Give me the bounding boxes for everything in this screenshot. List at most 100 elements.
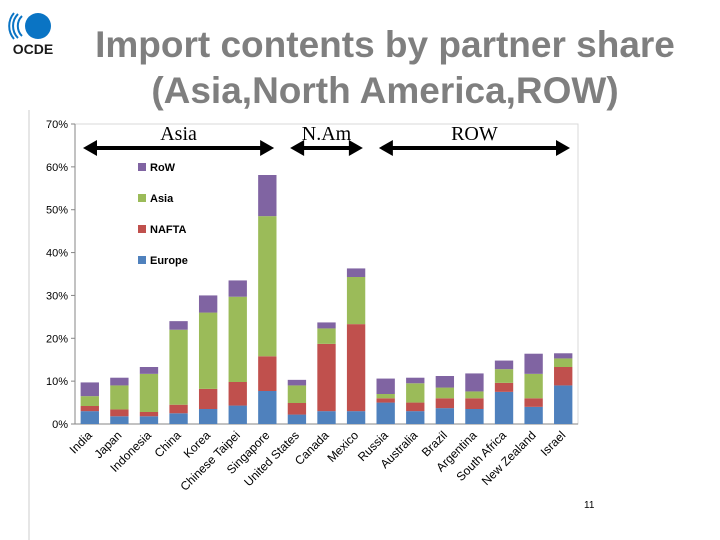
bar-segment-europe — [228, 405, 247, 424]
bar-segment-europe — [346, 411, 366, 424]
bar-segment-asia — [406, 383, 425, 403]
bar-segment-row — [228, 280, 247, 297]
logo-arc-icon — [16, 15, 23, 37]
slide-title: Import contents by partner share (Asia,N… — [60, 22, 710, 114]
bar-segment-nafta — [110, 409, 129, 417]
bar-segment-row — [258, 175, 277, 217]
bar-segment-nafta — [198, 388, 218, 409]
x-tick-label: China — [152, 428, 184, 460]
legend-label: NAFTA — [150, 224, 187, 236]
bar-segment-nafta — [258, 356, 277, 391]
bar-segment-europe — [169, 413, 188, 424]
group-label: Asia — [160, 123, 197, 145]
bar-segment-europe — [435, 408, 455, 424]
y-tick-label: 60% — [46, 162, 68, 174]
bar-segment-row — [198, 295, 218, 313]
logo-arc-icon — [8, 12, 15, 40]
title-line-2: (Asia,North America,ROW) — [151, 70, 619, 111]
arrow-head-left-icon — [378, 140, 393, 156]
bar-segment-nafta — [494, 382, 514, 392]
logo-text: OCDE — [13, 41, 53, 57]
arrow-head-right-icon — [348, 140, 363, 156]
bar-segment-asia — [110, 385, 129, 410]
bar-segment-row — [494, 360, 514, 370]
legend-swatch — [138, 163, 146, 171]
y-tick-label: 10% — [46, 376, 68, 388]
bar-segment-row — [465, 373, 484, 392]
x-tick-label: Mexico — [324, 428, 361, 465]
legend-label: RoW — [150, 162, 176, 174]
bar-segment-row — [287, 379, 307, 386]
bar-segment-europe — [110, 416, 129, 424]
bar-segment-nafta — [406, 402, 425, 412]
bar-segment-europe — [524, 406, 543, 424]
bar-segment-asia — [465, 391, 484, 399]
bar-segment-asia — [376, 394, 395, 399]
x-tick-label: Canada — [292, 428, 332, 468]
legend-label: Europe — [150, 255, 188, 267]
bar-segment-europe — [554, 385, 573, 424]
bar-segment-row — [435, 376, 455, 388]
y-tick-label: 70% — [46, 119, 68, 131]
bar-segment-nafta — [465, 398, 484, 409]
bar-segment-asia — [287, 385, 307, 403]
bar-segment-europe — [80, 411, 99, 424]
bar-segment-nafta — [139, 412, 159, 417]
group-label: ROW — [451, 123, 498, 145]
bar-segment-europe — [376, 402, 395, 424]
bar-segment-asia — [317, 328, 336, 344]
bar-segment-europe — [465, 409, 484, 424]
oecd-logo: OCDE — [8, 12, 53, 57]
arrow-head-right-icon — [556, 140, 570, 156]
logo-circle-icon — [25, 13, 51, 39]
page-number: 11 — [584, 500, 595, 511]
y-tick-label: 50% — [46, 205, 68, 217]
bar-segment-asia — [494, 369, 514, 383]
group-label: N.Am — [302, 123, 352, 145]
bar-segment-asia — [554, 358, 573, 367]
bar-segment-europe — [258, 391, 277, 424]
bar-segment-europe — [317, 411, 336, 424]
legend-swatch — [138, 256, 146, 264]
bar-segment-nafta — [169, 404, 188, 414]
bar-segment-asia — [435, 387, 455, 399]
bar-segment-row — [110, 377, 129, 386]
x-tick-label: India — [67, 428, 96, 457]
bar-segment-row — [317, 322, 336, 329]
bar-segment-asia — [80, 396, 99, 406]
slide-divider — [28, 110, 30, 540]
bar-segment-nafta — [346, 324, 366, 412]
bar-segment-row — [346, 268, 366, 277]
bar-segment-nafta — [435, 398, 455, 409]
bar-segment-asia — [228, 296, 247, 382]
bar-segment-row — [406, 377, 425, 384]
arrow-head-right-icon — [260, 140, 275, 156]
bar-segment-nafta — [228, 382, 247, 406]
arrow-head-left-icon — [83, 140, 97, 156]
bar-segment-row — [169, 321, 188, 330]
bar-segment-asia — [139, 373, 159, 412]
bar-segment-row — [524, 353, 543, 374]
bar-segment-asia — [346, 277, 366, 325]
bar-segment-row — [80, 382, 99, 397]
legend-swatch — [138, 194, 146, 202]
y-tick-label: 20% — [46, 333, 68, 345]
bar-segment-europe — [198, 409, 218, 424]
bar-segment-asia — [258, 216, 277, 357]
bar-segment-row — [554, 353, 573, 359]
bar-segment-row — [376, 378, 395, 394]
bar-segment-asia — [524, 373, 543, 399]
arrow-head-left-icon — [290, 140, 305, 156]
bar-segment-nafta — [376, 398, 395, 403]
bar-segment-europe — [139, 416, 159, 424]
bar-segment-asia — [169, 329, 188, 405]
bar-segment-nafta — [524, 398, 543, 407]
y-tick-label: 40% — [46, 248, 68, 260]
bar-segment-europe — [406, 411, 425, 424]
bar-segment-nafta — [80, 406, 99, 412]
bar-segment-europe — [494, 391, 514, 424]
y-tick-label: 30% — [46, 290, 68, 302]
bar-segment-nafta — [554, 367, 573, 386]
bar-segment-row — [139, 367, 159, 374]
